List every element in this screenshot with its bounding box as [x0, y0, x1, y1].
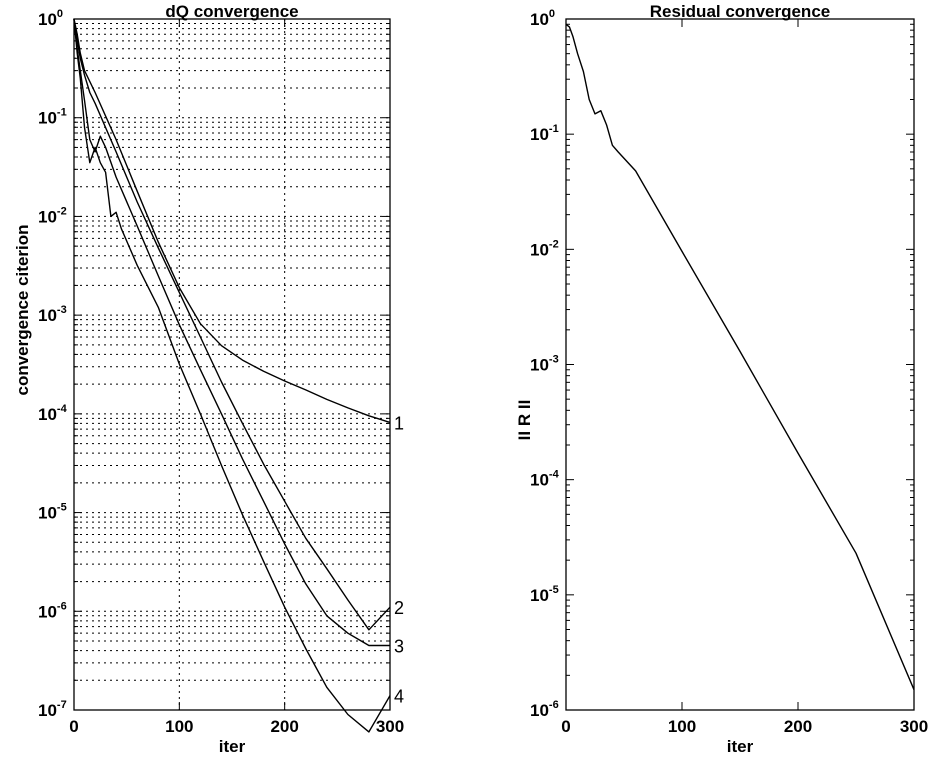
series-line-0: [565, 23, 915, 690]
series-label: 3: [394, 637, 404, 657]
series-line-1: [73, 18, 391, 424]
y-tick-label: 10-3: [530, 354, 559, 375]
y-tick-label: 100: [530, 8, 555, 29]
y-tick-label: 10-4: [38, 403, 68, 424]
y-tick-label: 10-6: [38, 600, 67, 621]
x-axis-label: iter: [727, 737, 754, 756]
x-tick-label: 200: [784, 717, 812, 736]
x-tick-label: 0: [561, 717, 570, 736]
y-axis-label: convergence citerion: [13, 224, 32, 395]
y-tick-label: 10-3: [38, 304, 67, 325]
dq-convergence-panel: 0 100 200 300 10-7 10-6 10-5 10-4 10-3 10-2 10-1 10…: [13, 2, 404, 756]
y-tick-label: 10-1: [530, 123, 559, 144]
y-tick-label: 10-4: [530, 469, 560, 490]
series-label: 4: [394, 687, 404, 707]
x-tick-label: 300: [376, 717, 404, 736]
axis-ticks: [565, 19, 915, 711]
chart-title: Residual convergence: [650, 2, 830, 21]
x-tick-label: 100: [668, 717, 696, 736]
axes-frame: [73, 18, 391, 711]
y-axis-label: II R II: [515, 400, 534, 441]
y-tick-label: 10-5: [530, 584, 559, 605]
axes-frame: [565, 18, 915, 711]
series-label: 2: [394, 598, 404, 618]
x-tick-label: 0: [69, 717, 78, 736]
series-line-2: [73, 18, 391, 631]
x-axis-label: iter: [219, 737, 246, 756]
y-tick-label: 10-2: [530, 238, 559, 259]
y-tick-label: 10-5: [38, 502, 67, 523]
series-label: 1: [394, 413, 404, 433]
series-line-3: [73, 18, 390, 647]
chart-title: dQ convergence: [165, 2, 298, 21]
y-tick-label: 10-7: [38, 699, 67, 720]
grid: [74, 19, 390, 710]
x-tick-label: 300: [900, 717, 928, 736]
series-line-4: [73, 18, 391, 733]
x-tick-label: 100: [165, 717, 193, 736]
y-tick-label: 10-1: [38, 107, 67, 128]
y-tick-label: 10-2: [38, 205, 67, 226]
y-tick-label: 10-6: [530, 699, 559, 720]
y-tick-label: 100: [38, 8, 63, 29]
residual-convergence-panel: 0 100 200 300 10-6 10-5 10-4 10-3 10-2 10-1 100 Res…: [515, 2, 928, 756]
x-tick-label: 200: [270, 717, 298, 736]
